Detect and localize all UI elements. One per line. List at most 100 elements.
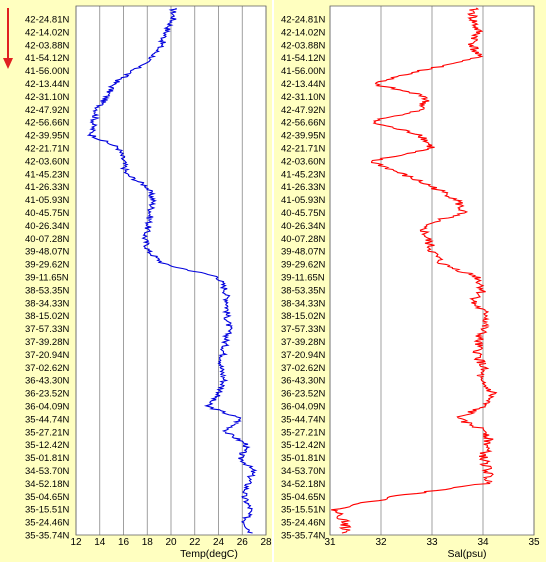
latitude-label: 39-11.65N: [281, 273, 325, 284]
latitude-label: 35-27.21N: [25, 427, 70, 438]
latitude-label: 41-45.23N: [25, 169, 70, 180]
x-tick-label: 18: [142, 537, 154, 548]
x-tick-label: 35: [528, 537, 540, 548]
x-tick-label: 24: [213, 537, 225, 548]
latitude-label: 41-05.93N: [25, 195, 70, 206]
latitude-label: 35-35.74N: [281, 531, 326, 542]
x-tick-label: 12: [70, 537, 82, 548]
latitude-label: 41-54.12N: [281, 53, 326, 64]
latitude-label: 35-27.21N: [281, 427, 326, 438]
latitude-label: 42-31.10N: [25, 92, 70, 103]
latitude-label: 34-52.18N: [281, 479, 326, 490]
temperature-line: [86, 7, 258, 534]
latitude-label: 42-03.88N: [25, 40, 70, 51]
salinity-panel: 31 32 33 34 35 Sal(psu) 42-24.81N 42-14.02N 42-0…: [274, 0, 546, 562]
latitude-label: 37-20.94N: [281, 350, 326, 361]
latitude-label: 39-29.62N: [281, 260, 326, 271]
salinity-line: [331, 7, 498, 534]
latitude-label: 42-56.66N: [281, 118, 326, 129]
latitude-label: 40-07.28N: [25, 234, 70, 245]
latitude-label: 42-03.88N: [281, 40, 326, 51]
latitude-label: 35-01.81N: [281, 453, 326, 464]
latitude-label: 36-43.30N: [25, 376, 70, 387]
latitude-label: 42-39.95N: [25, 131, 70, 142]
latitude-label: 39-11.65N: [25, 273, 69, 284]
latitude-label: 42-13.44N: [25, 79, 70, 90]
latitude-label: 35-04.65N: [25, 492, 70, 503]
latitude-label: 34-53.70N: [25, 466, 70, 477]
latitude-label: 42-14.02N: [25, 27, 70, 38]
latitude-label: 35-24.46N: [281, 518, 326, 529]
latitude-label: 42-14.02N: [281, 27, 326, 38]
latitude-label: 37-20.94N: [25, 350, 70, 361]
latitude-label: 41-45.23N: [281, 169, 326, 180]
x-tick-label: 26: [237, 537, 249, 548]
plot-border: [75, 5, 267, 536]
latitude-label: 40-26.34N: [25, 221, 70, 232]
latitude-label: 35-04.65N: [281, 492, 326, 503]
x-tick-label: 32: [375, 537, 387, 548]
latitude-label: 41-56.00N: [281, 66, 326, 77]
temperature-panel: 12 14 16 18 20 22 24 26 28 Temp(degC) 42-24.81N 42-…: [0, 0, 272, 562]
latitude-label: 37-02.62N: [25, 363, 70, 374]
latitude-label: 38-34.33N: [281, 298, 326, 309]
x-axis-label: Sal(psu): [447, 548, 486, 560]
latitude-label: 41-54.12N: [25, 53, 70, 64]
x-tick-label: 34: [477, 537, 489, 548]
arrow-down-icon: [3, 8, 13, 69]
latitude-label: 35-44.74N: [281, 414, 326, 425]
latitude-label: 35-01.81N: [25, 453, 70, 464]
latitude-label: 40-45.75N: [281, 208, 326, 219]
latitude-label: 37-39.28N: [281, 337, 326, 348]
latitude-label: 38-53.35N: [281, 285, 326, 296]
latitude-label: 41-05.93N: [281, 195, 326, 206]
latitude-label: 35-12.42N: [25, 440, 70, 451]
latitude-label: 38-15.02N: [25, 311, 70, 322]
latitude-label: 42-03.60N: [25, 156, 70, 167]
latitude-label: 36-43.30N: [281, 376, 326, 387]
x-tick-label: 14: [94, 537, 106, 548]
latitude-label: 39-29.62N: [25, 260, 70, 271]
latitude-label: 36-23.52N: [25, 389, 70, 400]
plot-border: [329, 5, 535, 536]
latitude-label: 42-13.44N: [281, 79, 326, 90]
latitude-label: 34-52.18N: [25, 479, 70, 490]
latitude-label: 39-48.07N: [281, 247, 326, 258]
latitude-label: 38-15.02N: [281, 311, 326, 322]
latitude-label: 36-04.09N: [25, 402, 70, 413]
x-tick-label: 28: [260, 537, 272, 548]
temperature-chart: 12 14 16 18 20 22 24 26 28Temp(degC)42-24.81N42-…: [3, 5, 272, 560]
latitude-label: 40-26.34N: [281, 221, 326, 232]
x-tick-label: 16: [118, 537, 130, 548]
latitude-label: 42-03.60N: [281, 156, 326, 167]
latitude-label: 42-56.66N: [25, 118, 70, 129]
latitude-label: 38-34.33N: [25, 298, 70, 309]
latitude-label: 37-57.33N: [25, 324, 70, 335]
latitude-label: 36-23.52N: [281, 389, 326, 400]
latitude-label: 42-39.95N: [281, 131, 326, 142]
latitude-label: 41-26.33N: [281, 182, 326, 193]
x-tick-label: 33: [426, 537, 438, 548]
latitude-label: 37-39.28N: [25, 337, 70, 348]
latitude-label: 38-53.35N: [25, 285, 70, 296]
latitude-label: 42-21.71N: [25, 144, 70, 155]
latitude-label: 35-15.51N: [281, 505, 326, 516]
latitude-label: 35-15.51N: [25, 505, 70, 516]
latitude-label: 41-26.33N: [25, 182, 70, 193]
latitude-label: 42-47.92N: [281, 105, 326, 116]
latitude-label: 39-48.07N: [25, 247, 70, 258]
latitude-label: 42-24.81N: [25, 15, 70, 26]
latitude-label: 35-12.42N: [281, 440, 326, 451]
panel-divider: [272, 0, 274, 562]
latitude-label: 41-56.00N: [25, 66, 70, 77]
latitude-label: 35-44.74N: [25, 414, 70, 425]
latitude-label: 35-35.74N: [25, 531, 70, 542]
latitude-label: 37-57.33N: [281, 324, 326, 335]
x-tick-label: 22: [189, 537, 201, 548]
latitude-label: 42-21.71N: [281, 144, 326, 155]
latitude-label: 42-47.92N: [25, 105, 70, 116]
x-tick-label: 20: [165, 537, 177, 548]
latitude-label: 35-24.46N: [25, 518, 70, 529]
latitude-label: 42-31.10N: [281, 92, 326, 103]
